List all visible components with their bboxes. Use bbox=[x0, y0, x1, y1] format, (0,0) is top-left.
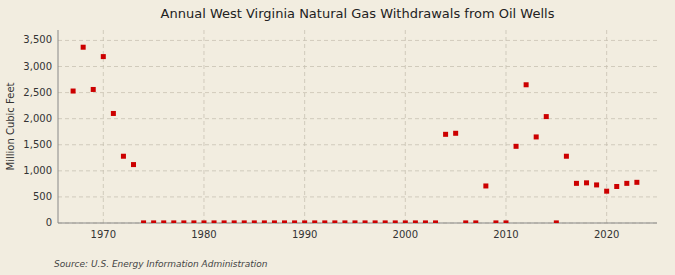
y-grid-line bbox=[58, 40, 657, 41]
point bbox=[161, 220, 166, 223]
point bbox=[514, 144, 519, 149]
x-grid-line bbox=[505, 30, 506, 223]
y-grid-line bbox=[58, 223, 657, 224]
point bbox=[292, 220, 297, 223]
grid bbox=[58, 30, 657, 223]
point bbox=[443, 132, 448, 137]
x-axis-line bbox=[58, 223, 657, 224]
point bbox=[252, 220, 257, 223]
y-tick-label: 3,500 bbox=[23, 34, 52, 45]
y-grid-line bbox=[58, 92, 657, 93]
point bbox=[544, 114, 549, 119]
point bbox=[212, 220, 217, 223]
point bbox=[101, 54, 106, 59]
point bbox=[232, 220, 237, 223]
point bbox=[554, 220, 559, 223]
point bbox=[423, 220, 428, 223]
x-tick-label: 2000 bbox=[393, 229, 418, 240]
point bbox=[81, 45, 86, 50]
point bbox=[614, 184, 619, 189]
title: Annual West Virginia Natural Gas Withdra… bbox=[161, 6, 555, 21]
point bbox=[524, 82, 529, 87]
point bbox=[302, 220, 307, 223]
x-tick-label: 1970 bbox=[91, 229, 116, 240]
point bbox=[191, 220, 196, 223]
y-axis-label: Million Cubic Feet bbox=[5, 82, 16, 170]
point bbox=[604, 189, 609, 194]
y-tick-label: 3,000 bbox=[23, 61, 52, 72]
y-grid-line bbox=[58, 118, 657, 119]
point bbox=[272, 220, 277, 223]
point bbox=[222, 220, 227, 223]
y-tick-label: 2,500 bbox=[23, 87, 52, 98]
point bbox=[383, 220, 388, 223]
point bbox=[151, 220, 156, 223]
point bbox=[574, 181, 579, 186]
y-grid-line bbox=[58, 144, 657, 145]
point bbox=[564, 154, 569, 159]
point bbox=[121, 154, 126, 159]
annotation: Source: U.S. Energy Information Administ… bbox=[54, 259, 268, 269]
point bbox=[71, 89, 76, 94]
y-grid-line bbox=[58, 196, 657, 197]
point bbox=[433, 220, 438, 223]
y-tick-label: 0 bbox=[46, 217, 52, 228]
x-tick-label: 2010 bbox=[493, 229, 518, 240]
point bbox=[332, 220, 337, 223]
x-grid-line bbox=[606, 30, 607, 223]
point bbox=[242, 220, 247, 223]
point bbox=[111, 111, 116, 116]
y-grid-line bbox=[58, 66, 657, 67]
point bbox=[634, 180, 639, 185]
x-grid-line bbox=[304, 30, 305, 223]
y-tick-label: 500 bbox=[33, 191, 52, 202]
x-tick-label: 2020 bbox=[594, 229, 619, 240]
point bbox=[393, 220, 398, 223]
point bbox=[594, 182, 599, 187]
point bbox=[503, 220, 508, 223]
point bbox=[483, 183, 488, 188]
point bbox=[141, 220, 146, 223]
point bbox=[352, 220, 357, 223]
point bbox=[373, 220, 378, 223]
point bbox=[493, 220, 498, 223]
point bbox=[363, 220, 368, 223]
x-grid-line bbox=[405, 30, 406, 223]
background bbox=[0, 0, 675, 275]
point bbox=[201, 220, 206, 223]
point bbox=[181, 220, 186, 223]
chart: 0 500 1,000 1,500 2,000 2,500 3,000 3,500 1970 19… bbox=[0, 0, 675, 275]
point bbox=[403, 220, 408, 223]
point bbox=[91, 87, 96, 92]
y-tick-label: 1,000 bbox=[23, 165, 52, 176]
point bbox=[463, 220, 468, 223]
point bbox=[473, 220, 478, 223]
point bbox=[584, 180, 589, 185]
y-tick-label: 1,500 bbox=[23, 139, 52, 150]
point bbox=[171, 220, 176, 223]
y-axis-line bbox=[58, 30, 59, 223]
point bbox=[453, 131, 458, 136]
point bbox=[413, 220, 418, 223]
marks bbox=[71, 45, 640, 223]
point bbox=[322, 220, 327, 223]
point bbox=[534, 134, 539, 139]
point bbox=[342, 220, 347, 223]
point bbox=[131, 162, 136, 167]
y-tick-label: 2,000 bbox=[23, 113, 52, 124]
x-tick-label: 1980 bbox=[191, 229, 216, 240]
x-grid-line bbox=[203, 30, 204, 223]
point bbox=[282, 220, 287, 223]
point bbox=[262, 220, 267, 223]
point bbox=[312, 220, 317, 223]
x-tick-label: 1990 bbox=[292, 229, 317, 240]
point bbox=[624, 181, 629, 186]
y-grid-line bbox=[58, 170, 657, 171]
